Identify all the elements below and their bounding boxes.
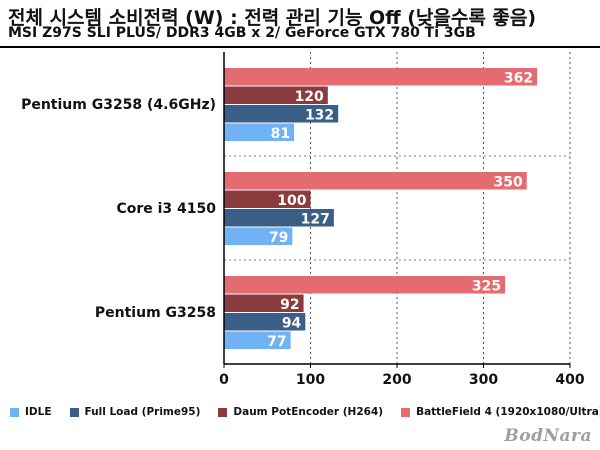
legend-label: Daum PotEncoder (H264) — [233, 406, 384, 418]
bar-value-label: 92 — [280, 297, 299, 313]
header-divider — [0, 46, 600, 48]
bar — [224, 313, 306, 331]
bar — [224, 209, 334, 227]
legend-item: IDLE — [10, 406, 52, 418]
x-tick-label: 400 — [555, 372, 584, 388]
x-tick-label: 300 — [469, 372, 498, 388]
legend-label: BattleField 4 (1920x1080/Ultra) — [416, 406, 600, 418]
bar-value-label: 132 — [305, 107, 334, 123]
category-label: Pentium G3258 — [95, 305, 216, 321]
bar-value-label: 120 — [295, 89, 324, 105]
bar — [224, 105, 339, 123]
bar — [224, 86, 328, 104]
bar-value-label: 94 — [282, 315, 302, 331]
bar — [224, 227, 293, 245]
legend-item: BattleField 4 (1920x1080/Ultra) — [401, 406, 600, 418]
bar-value-label: 350 — [494, 174, 523, 190]
category-label: Core i3 4150 — [116, 201, 216, 217]
bar — [224, 190, 311, 208]
legend-item: Full Load (Prime95) — [69, 406, 201, 418]
bar — [224, 331, 291, 349]
bar-value-label: 81 — [271, 126, 290, 142]
x-tick-label: 0 — [219, 372, 229, 388]
chart-subtitle: MSI Z97S SLI PLUS/ DDR3 4GB x 2/ GeForce… — [8, 25, 476, 41]
chart-title: 전체 시스템 소비전력 (W) : 전력 관리 기능 Off (낮을수록 좋음) — [8, 7, 537, 29]
bar-value-label: 325 — [472, 278, 501, 294]
chart-header: 전체 시스템 소비전력 (W) : 전력 관리 기능 Off (낮을수록 좋음)… — [0, 0, 600, 46]
legend-swatch — [401, 407, 411, 417]
bar — [224, 172, 527, 190]
x-tick-label: 200 — [382, 372, 411, 388]
bar — [224, 123, 295, 141]
legend-swatch — [69, 407, 79, 417]
x-tick-label: 100 — [296, 372, 325, 388]
bodnara-logo: BodNara — [504, 426, 592, 446]
legend-item: Daum PotEncoder (H264) — [218, 406, 383, 418]
legend-label: IDLE — [25, 406, 52, 418]
category-label: Pentium G3258 (4.6GHz) — [21, 97, 216, 113]
bar-value-label: 77 — [267, 334, 286, 350]
bar — [224, 68, 538, 86]
bar-value-label: 100 — [277, 193, 306, 209]
legend-swatch — [10, 407, 19, 417]
bar-value-label: 127 — [301, 211, 330, 227]
legend-swatch — [218, 407, 228, 417]
bar — [224, 294, 304, 312]
bar-value-label: 79 — [269, 230, 288, 246]
legend-label: Full Load (Prime95) — [84, 406, 201, 418]
chart-legend: IDLE Full Load (Prime95) Daum PotEncoder (… — [10, 402, 600, 422]
bar — [224, 276, 506, 294]
bar-value-label: 362 — [504, 70, 533, 86]
